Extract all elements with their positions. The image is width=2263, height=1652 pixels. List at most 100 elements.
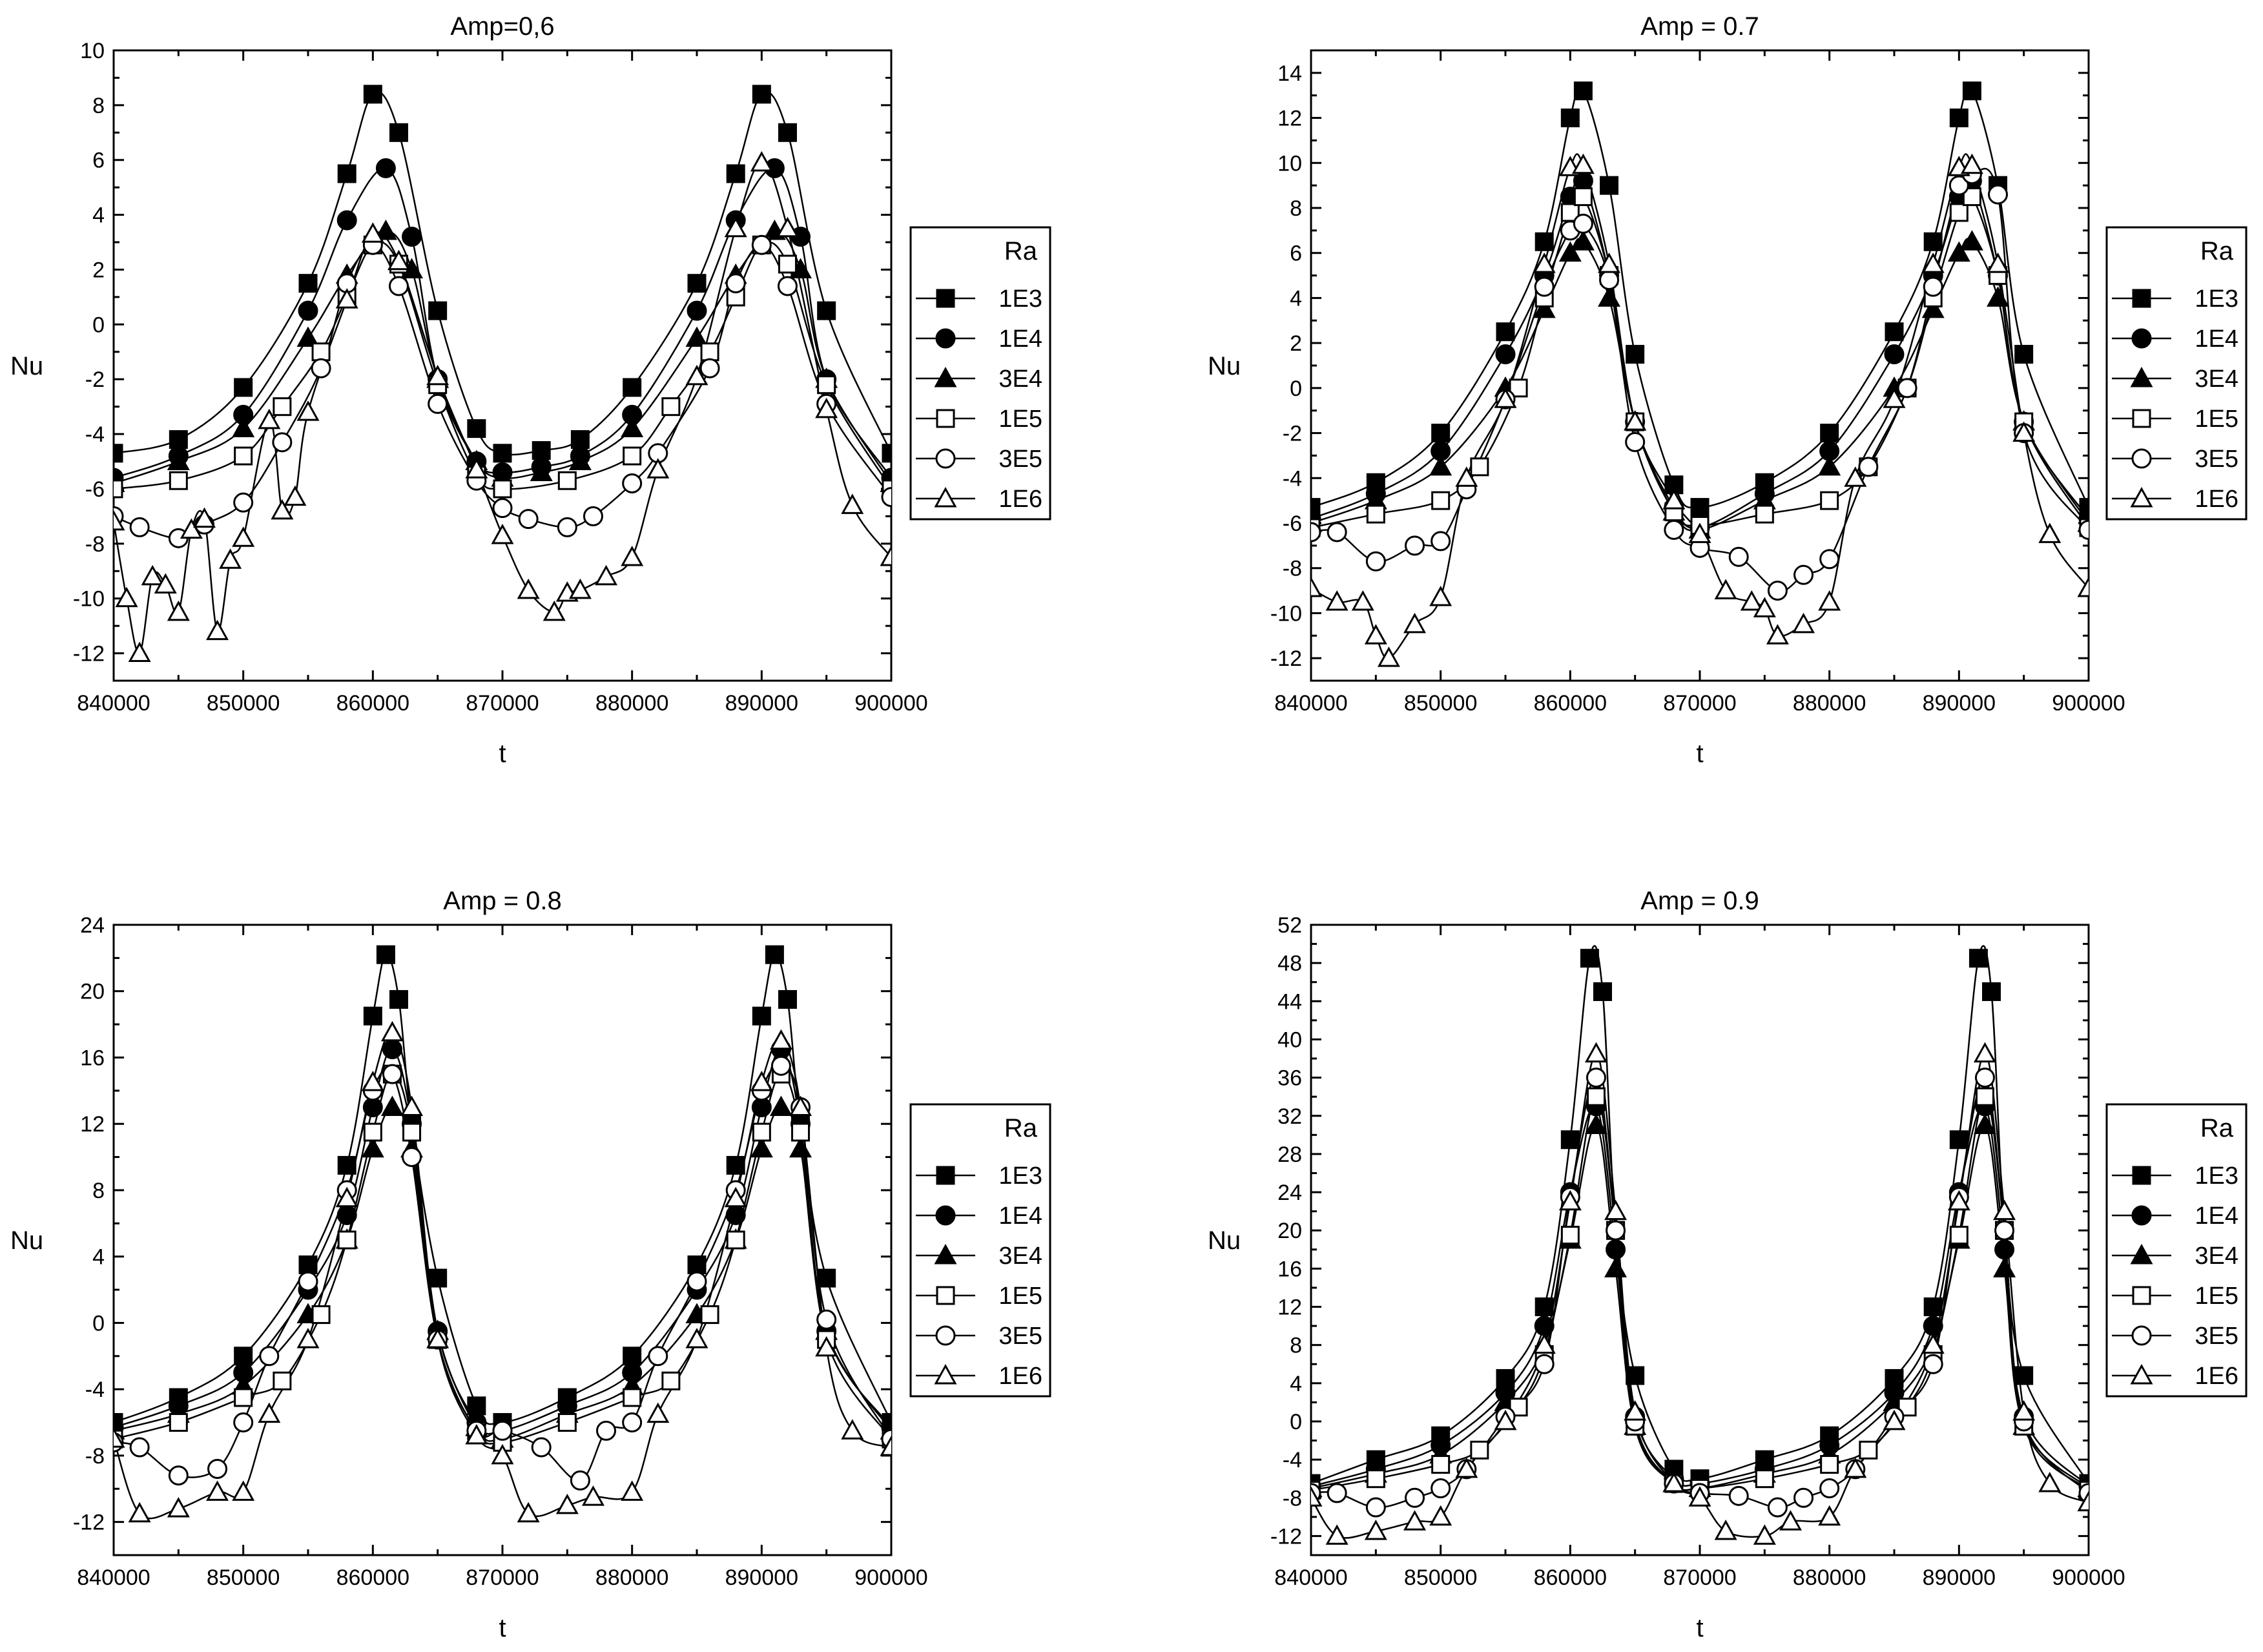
data-point-1E6	[517, 578, 540, 599]
data-point-1E5	[1431, 491, 1451, 510]
data-point-3E5	[1365, 551, 1386, 572]
data-point-3E5	[1767, 1497, 1788, 1518]
data-point-3E5	[1974, 1068, 1995, 1088]
data-point-1E3	[1560, 1130, 1580, 1150]
data-point-1E5	[661, 397, 681, 417]
legend: Ra 1E3 1E4 3E4 1E5 3E5 1E6	[909, 226, 1051, 521]
data-point-1E5	[1755, 504, 1774, 524]
data-point-3E4	[361, 1137, 384, 1158]
legend-marker-1E3	[2132, 289, 2151, 308]
legend-label-1E3: 1E3	[998, 1162, 1042, 1190]
legend: Ra 1E3 1E4 3E4 1E5 3E5 1E6	[909, 1103, 1051, 1398]
data-point-3E5	[1897, 378, 1917, 398]
x-tick-label: 900000	[854, 691, 927, 716]
legend-label-3E5: 3E5	[2195, 1323, 2238, 1350]
data-point-3E4	[1973, 1113, 1996, 1135]
legend-label-3E4: 3E4	[2195, 1243, 2238, 1270]
data-point-1E6	[1533, 1333, 1556, 1354]
data-point-1E3	[752, 1006, 771, 1026]
data-point-3E5	[1573, 213, 1593, 234]
data-point-3E5	[1728, 546, 1749, 567]
data-point-1E3	[428, 301, 448, 320]
data-point-1E6	[1377, 646, 1400, 667]
x-tick-label: 840000	[1274, 1565, 1347, 1590]
data-point-1E3	[234, 1347, 253, 1366]
data-point-1E4	[1534, 1316, 1555, 1336]
data-point-1E6	[232, 526, 255, 547]
data-point-1E3	[1962, 81, 1981, 101]
data-point-3E5	[1327, 522, 1347, 542]
legend-label-1E3: 1E3	[2195, 1162, 2238, 1190]
y-tick-label: 36	[1277, 1066, 1302, 1091]
data-point-1E6	[114, 510, 125, 531]
data-point-1E5	[234, 446, 253, 466]
series-line-1E6	[1311, 153, 2089, 659]
data-point-1E5	[1820, 491, 1839, 510]
data-point-1E3	[765, 945, 784, 964]
legend-marker-3E5	[935, 448, 956, 469]
data-point-1E4	[298, 300, 318, 321]
data-point-3E5	[382, 1064, 402, 1084]
data-point-1E3	[817, 1268, 836, 1288]
data-point-3E5	[492, 1420, 513, 1441]
y-tick-label: -8	[1283, 557, 1302, 581]
legend-title: Ra	[1004, 237, 1038, 265]
data-point-1E6	[2012, 421, 2036, 442]
data-point-1E6	[880, 546, 891, 566]
data-point-3E5	[1994, 1220, 2015, 1241]
data-point-3E4	[1558, 241, 1582, 262]
x-tick-label: 890000	[1923, 691, 1996, 716]
data-point-1E6	[335, 288, 358, 309]
data-point-1E3	[882, 444, 891, 463]
data-point-1E3	[2014, 345, 2034, 364]
data-point-3E5	[751, 234, 772, 255]
y-tick-label: 16	[80, 1046, 105, 1070]
data-point-3E5	[1606, 1220, 1626, 1241]
data-point-1E6	[296, 400, 320, 421]
data-point-1E3	[169, 430, 188, 449]
data-point-1E6	[1455, 1457, 1478, 1478]
data-point-1E6	[141, 564, 164, 586]
data-point-3E5	[1431, 531, 1451, 552]
data-point-3E5	[1405, 535, 1425, 556]
y-tick-label: -12	[1270, 1524, 1302, 1549]
data-point-1E4	[1606, 1239, 1626, 1260]
data-point-1E4	[1994, 1239, 2015, 1260]
data-point-3E4	[232, 417, 255, 438]
data-point-1E3	[752, 85, 771, 104]
y-tick-label: 14	[1277, 61, 1302, 86]
y-tick-label: 8	[92, 1179, 105, 1203]
data-point-1E6	[1753, 597, 1776, 617]
y-tick-label: -8	[85, 532, 105, 557]
data-point-1E6	[1779, 1510, 1802, 1531]
series-line-1E4	[1311, 1104, 2089, 1487]
data-point-3E5	[1365, 1497, 1386, 1518]
data-point-1E6	[1714, 1519, 1737, 1540]
data-point-1E6	[232, 1480, 255, 1501]
data-point-1E6	[1403, 1510, 1427, 1531]
data-point-1E6	[206, 619, 229, 641]
data-point-1E5	[1820, 1455, 1839, 1474]
data-point-1E4	[382, 1039, 402, 1060]
legend-box	[2105, 226, 2248, 521]
data-point-3E5	[1767, 581, 1788, 601]
data-point-3E5	[1988, 184, 2009, 205]
data-point-1E3	[428, 1268, 448, 1288]
data-point-1E5	[557, 1413, 577, 1432]
legend-marker-3E4	[934, 366, 957, 387]
data-point-1E6	[724, 1186, 747, 1208]
data-point-1E5	[273, 1371, 292, 1390]
legend-title: Ra	[1004, 1114, 1038, 1142]
data-point-1E4	[751, 1097, 772, 1118]
data-point-1E6	[1325, 590, 1348, 611]
y-tick-label: 12	[80, 1112, 105, 1137]
series-line-1E3	[114, 953, 891, 1425]
data-point-1E3	[623, 1347, 642, 1366]
data-point-3E5	[259, 1346, 280, 1367]
data-point-1E6	[1584, 1042, 1607, 1063]
data-point-3E5	[816, 1309, 837, 1330]
y-tick-label: 48	[1277, 951, 1302, 976]
data-point-1E6	[167, 1497, 190, 1518]
data-point-1E6	[1947, 1190, 1970, 1211]
data-point-1E3	[114, 444, 123, 463]
